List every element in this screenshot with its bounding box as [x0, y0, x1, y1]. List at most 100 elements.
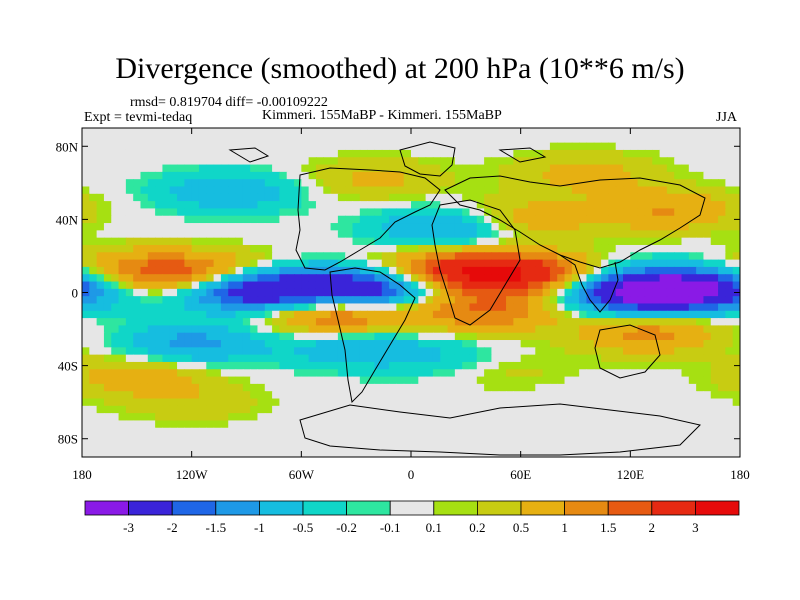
coastline-greenland: [399, 141, 456, 177]
field-cell: [294, 179, 302, 188]
field-cell: [381, 230, 390, 239]
field-cell: [177, 296, 185, 305]
field-cell: [432, 142, 441, 151]
field-cell: [345, 179, 354, 188]
field-cell: [484, 164, 493, 173]
field-cell: [484, 354, 493, 363]
field-cell: [89, 244, 98, 253]
field-cell: [601, 369, 609, 378]
field-cell: [169, 281, 178, 290]
field-cell: [513, 449, 522, 457]
field-cell: [140, 354, 149, 363]
field-cell: [447, 405, 456, 414]
field-cell: [264, 420, 273, 429]
field-cell: [279, 149, 288, 158]
field-cell: [147, 376, 156, 385]
field-cell: [96, 252, 105, 261]
field-cell: [125, 332, 134, 341]
field-cell: [498, 369, 507, 378]
field-cell: [308, 149, 317, 158]
field-cell: [440, 208, 449, 217]
field-cell: [184, 230, 193, 239]
field-cell: [718, 128, 726, 136]
field-cell: [286, 442, 295, 451]
field-cell: [710, 296, 719, 305]
field-cell: [411, 413, 419, 422]
field-cell: [272, 223, 280, 231]
field-cell: [389, 281, 397, 290]
field-cell: [184, 296, 193, 305]
field-cell: [191, 413, 200, 422]
field-cell: [615, 303, 624, 312]
field-cell: [425, 303, 434, 312]
field-cell: [681, 420, 690, 429]
field-cell: [191, 288, 200, 297]
field-cell: [147, 135, 156, 144]
field-cell: [198, 230, 207, 239]
field-cell: [294, 413, 302, 422]
field-cell: [286, 179, 295, 188]
field-cell: [557, 179, 566, 188]
field-cell: [557, 244, 566, 253]
field-cell: [718, 413, 726, 422]
field-cell: [155, 142, 164, 151]
field-cell: [184, 128, 193, 136]
field-cell: [637, 281, 646, 290]
field-cell: [279, 252, 288, 261]
field-cell: [615, 142, 624, 151]
field-cell: [447, 223, 456, 231]
field-cell: [527, 135, 536, 144]
field-cell: [330, 325, 339, 334]
field-cell: [250, 135, 259, 144]
field-cell: [564, 383, 573, 392]
field-cell: [315, 413, 324, 422]
field-cell: [527, 201, 536, 210]
field-cell: [586, 347, 595, 356]
field-cell: [688, 435, 697, 443]
field-cell: [498, 325, 507, 334]
field-cell: [527, 266, 536, 275]
field-cell: [469, 369, 478, 378]
field-cell: [469, 135, 478, 144]
field-cell: [301, 266, 310, 275]
field-cell: [337, 391, 346, 400]
field-cell: [220, 405, 229, 414]
field-cell: [703, 274, 712, 283]
field-cell: [469, 420, 478, 429]
field-cell: [527, 281, 536, 290]
field-cell: [462, 442, 471, 451]
field-cell: [242, 149, 251, 158]
field-cell: [82, 340, 90, 348]
field-cell: [418, 391, 427, 400]
field-cell: [374, 340, 383, 348]
field-cell: [147, 142, 156, 151]
field-cell: [403, 318, 412, 326]
field-cell: [557, 303, 566, 312]
field-cell: [601, 157, 609, 166]
field-cell: [476, 142, 485, 151]
field-cell: [345, 369, 354, 378]
field-cell: [257, 142, 266, 151]
field-cell: [250, 296, 259, 305]
field-cell: [652, 208, 661, 217]
field-cell: [608, 266, 617, 275]
field-cell: [432, 398, 441, 407]
field-cell: [696, 128, 705, 136]
coastline-africa: [431, 199, 521, 326]
field-cell: [425, 281, 434, 290]
field-cell: [220, 303, 229, 312]
field-cell: [264, 201, 273, 210]
field-cell: [352, 325, 361, 334]
field-cell: [213, 369, 222, 378]
field-cell: [652, 405, 661, 414]
field-cell: [666, 332, 675, 341]
field-cell: [272, 354, 280, 363]
field-cell: [498, 413, 507, 422]
field-cell: [593, 383, 602, 392]
field-cell: [82, 427, 90, 436]
field-cell: [476, 369, 485, 378]
field-cell: [637, 164, 646, 173]
field-cell: [111, 179, 120, 188]
field-cell: [403, 296, 412, 305]
field-cell: [118, 252, 127, 261]
